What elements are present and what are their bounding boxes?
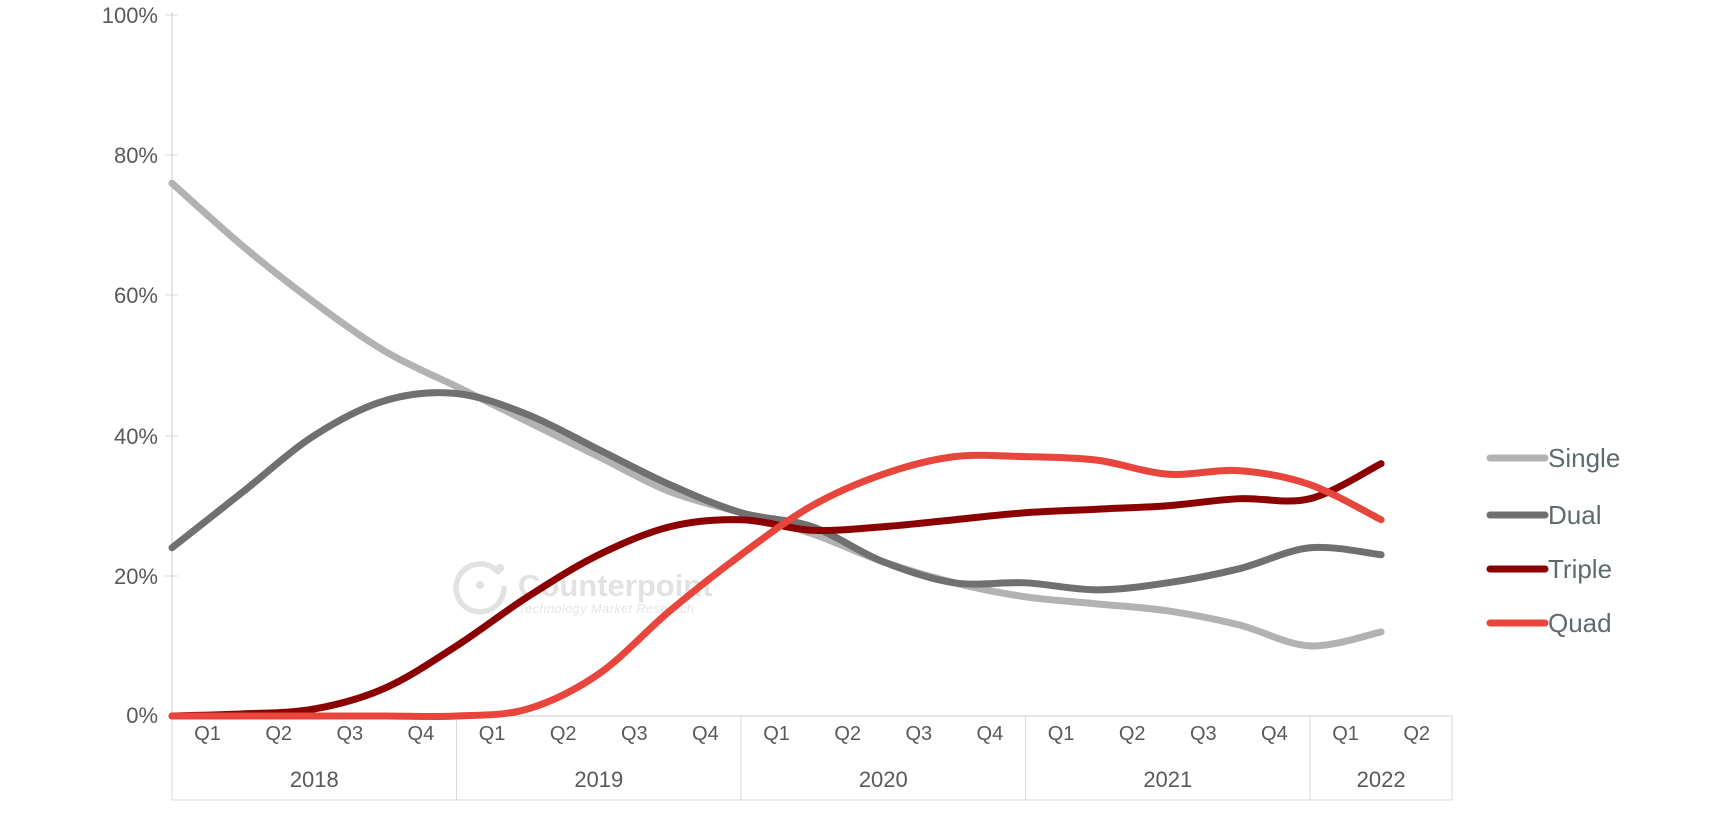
svg-text:Q2: Q2: [550, 723, 577, 745]
svg-text:Q4: Q4: [692, 723, 719, 745]
svg-text:Q3: Q3: [336, 723, 363, 745]
svg-text:Q3: Q3: [1190, 723, 1217, 745]
svg-text:Quad: Quad: [1548, 608, 1612, 638]
svg-text:20%: 20%: [114, 564, 158, 589]
svg-text:Triple: Triple: [1548, 554, 1612, 584]
svg-text:40%: 40%: [114, 424, 158, 449]
svg-text:100%: 100%: [102, 3, 158, 28]
svg-text:Q1: Q1: [1332, 723, 1359, 745]
svg-text:2022: 2022: [1357, 767, 1406, 792]
svg-text:2020: 2020: [859, 767, 908, 792]
svg-text:2019: 2019: [574, 767, 623, 792]
svg-text:Dual: Dual: [1548, 500, 1601, 530]
svg-text:Q3: Q3: [905, 723, 932, 745]
svg-text:Single: Single: [1548, 443, 1620, 473]
svg-text:80%: 80%: [114, 143, 158, 168]
svg-text:Q1: Q1: [479, 723, 506, 745]
svg-text:2021: 2021: [1143, 767, 1192, 792]
svg-text:Q4: Q4: [408, 723, 435, 745]
svg-text:Q2: Q2: [1403, 723, 1430, 745]
svg-text:Q4: Q4: [1261, 723, 1288, 745]
svg-text:Q3: Q3: [621, 723, 648, 745]
svg-text:Q2: Q2: [1119, 723, 1146, 745]
svg-text:Q1: Q1: [1048, 723, 1075, 745]
svg-text:Q1: Q1: [763, 723, 790, 745]
svg-text:2018: 2018: [290, 767, 339, 792]
svg-text:Q4: Q4: [977, 723, 1004, 745]
svg-text:0%: 0%: [126, 703, 158, 728]
svg-text:Q1: Q1: [194, 723, 221, 745]
svg-text:Q2: Q2: [265, 723, 292, 745]
svg-text:Q2: Q2: [834, 723, 861, 745]
svg-text:60%: 60%: [114, 283, 158, 308]
